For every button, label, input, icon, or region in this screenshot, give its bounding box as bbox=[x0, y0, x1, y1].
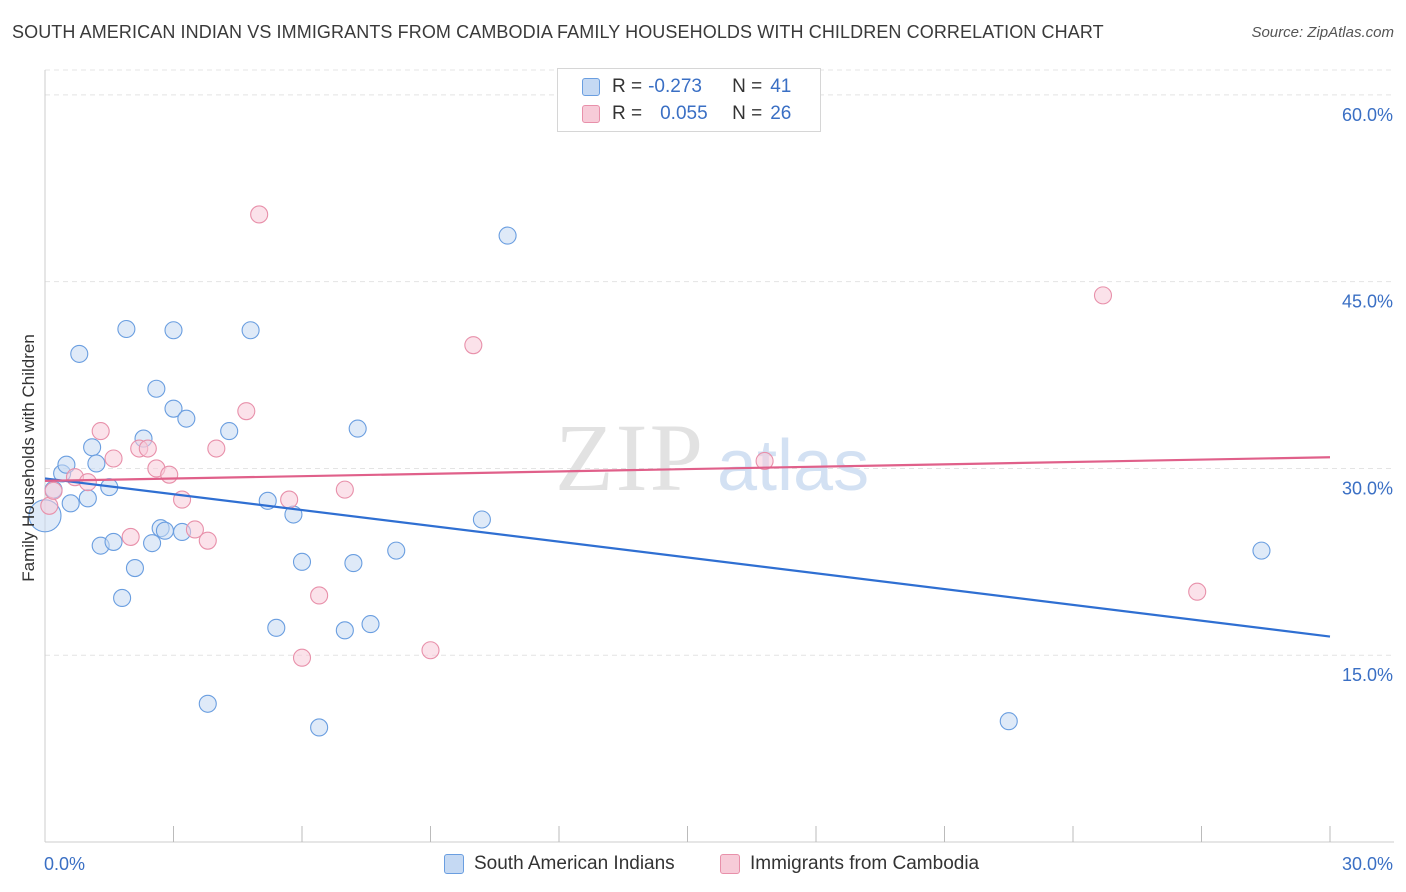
legend-r-value-blue: -0.273 bbox=[648, 76, 702, 97]
data-point bbox=[250, 205, 269, 224]
data-point bbox=[155, 521, 174, 540]
data-point bbox=[344, 554, 363, 573]
data-point bbox=[421, 641, 440, 660]
bottom-legend-swatch-blue bbox=[444, 854, 464, 874]
data-point bbox=[335, 621, 354, 640]
data-point bbox=[280, 490, 299, 509]
trend-line-pink bbox=[44, 456, 1331, 483]
y-tick-label: 30.0% bbox=[1342, 478, 1393, 498]
data-point bbox=[104, 449, 123, 468]
y-tick-label: 60.0% bbox=[1342, 105, 1393, 125]
data-point bbox=[1093, 286, 1113, 305]
x-tick-labels: 0.0% 30.0% bbox=[44, 854, 1393, 874]
data-point bbox=[361, 615, 380, 634]
trend-line-blue bbox=[44, 477, 1331, 638]
data-point bbox=[267, 618, 286, 637]
data-point bbox=[198, 694, 217, 713]
data-point bbox=[185, 520, 204, 539]
data-point bbox=[348, 419, 367, 438]
data-point bbox=[310, 718, 329, 737]
y-tick-label: 15.0% bbox=[1342, 665, 1393, 685]
x-tick-label: 30.0% bbox=[1342, 854, 1393, 874]
bottom-legend-label-pink: Immigrants from Cambodia bbox=[750, 853, 980, 874]
y-axis-label: Family Households with Children bbox=[19, 334, 38, 582]
data-point bbox=[387, 541, 406, 560]
legend-n-value-pink: 26 bbox=[770, 103, 792, 124]
legend-r-label: R = bbox=[612, 76, 643, 97]
data-point bbox=[335, 480, 354, 499]
legend-row-south-american-indians: R = -0.273 N = 41 bbox=[582, 74, 791, 100]
data-point bbox=[78, 489, 97, 508]
chart-source: Source: ZipAtlas.com bbox=[1251, 24, 1394, 41]
data-point bbox=[104, 532, 123, 551]
data-point bbox=[1252, 541, 1271, 560]
legend-r-label: R = bbox=[612, 103, 643, 124]
chart-title: SOUTH AMERICAN INDIAN VS IMMIGRANTS FROM… bbox=[12, 22, 1104, 42]
data-point bbox=[207, 439, 226, 458]
data-point bbox=[61, 494, 80, 513]
legend-swatch-blue bbox=[582, 78, 600, 96]
watermark: ZIP atlas bbox=[555, 404, 869, 511]
data-point bbox=[143, 534, 162, 553]
watermark-zip: ZIP bbox=[555, 404, 705, 511]
data-point bbox=[113, 588, 132, 607]
axes bbox=[44, 70, 1394, 843]
data-point bbox=[121, 527, 140, 546]
stats-legend: R = -0.273 N = 41 R = 0.055 N = 26 bbox=[557, 68, 821, 132]
data-point bbox=[164, 321, 183, 340]
legend-row-immigrants-from-cambodia: R = 0.055 N = 26 bbox=[582, 101, 791, 127]
bottom-legend-swatch-pink bbox=[720, 854, 740, 874]
data-point bbox=[292, 648, 312, 667]
data-point bbox=[44, 481, 63, 500]
legend-n-value-blue: 41 bbox=[770, 76, 792, 97]
data-point bbox=[91, 422, 110, 441]
legend-r-value-pink: 0.055 bbox=[660, 103, 708, 124]
data-point bbox=[117, 319, 136, 339]
data-point bbox=[125, 559, 144, 578]
bottom-legend-label-blue: South American Indians bbox=[474, 853, 675, 874]
y-tick-label: 45.0% bbox=[1342, 292, 1393, 312]
data-point bbox=[472, 510, 491, 529]
data-point bbox=[138, 439, 157, 458]
legend-n-label: N = bbox=[732, 76, 763, 97]
data-point bbox=[999, 712, 1018, 731]
data-point bbox=[292, 552, 312, 571]
data-point bbox=[464, 336, 483, 355]
data-point bbox=[241, 321, 260, 340]
data-point bbox=[57, 455, 76, 474]
legend-n-label: N = bbox=[732, 103, 763, 124]
data-point bbox=[755, 451, 774, 471]
data-point bbox=[70, 344, 89, 363]
data-point bbox=[40, 496, 59, 515]
y-tick-labels: 15.0% 30.0% 45.0% 60.0% bbox=[1342, 105, 1393, 685]
grid-lines bbox=[45, 69, 1394, 656]
data-point bbox=[1188, 582, 1207, 601]
data-point bbox=[198, 531, 217, 550]
data-point bbox=[220, 422, 239, 441]
bottom-legend-south-american-indians: South American Indians bbox=[444, 851, 675, 877]
data-point bbox=[310, 586, 329, 605]
x-tick-label: 0.0% bbox=[44, 854, 85, 874]
trend-lines bbox=[44, 456, 1331, 638]
data-point bbox=[83, 438, 102, 457]
data-point bbox=[498, 226, 517, 245]
data-point bbox=[177, 409, 196, 428]
data-point bbox=[87, 454, 106, 473]
data-point bbox=[160, 465, 179, 484]
data-point bbox=[164, 399, 183, 418]
data-point bbox=[147, 379, 166, 398]
bottom-legend-immigrants-from-cambodia: Immigrants from Cambodia bbox=[720, 851, 979, 877]
data-point bbox=[237, 402, 256, 421]
legend-swatch-pink bbox=[582, 105, 600, 123]
